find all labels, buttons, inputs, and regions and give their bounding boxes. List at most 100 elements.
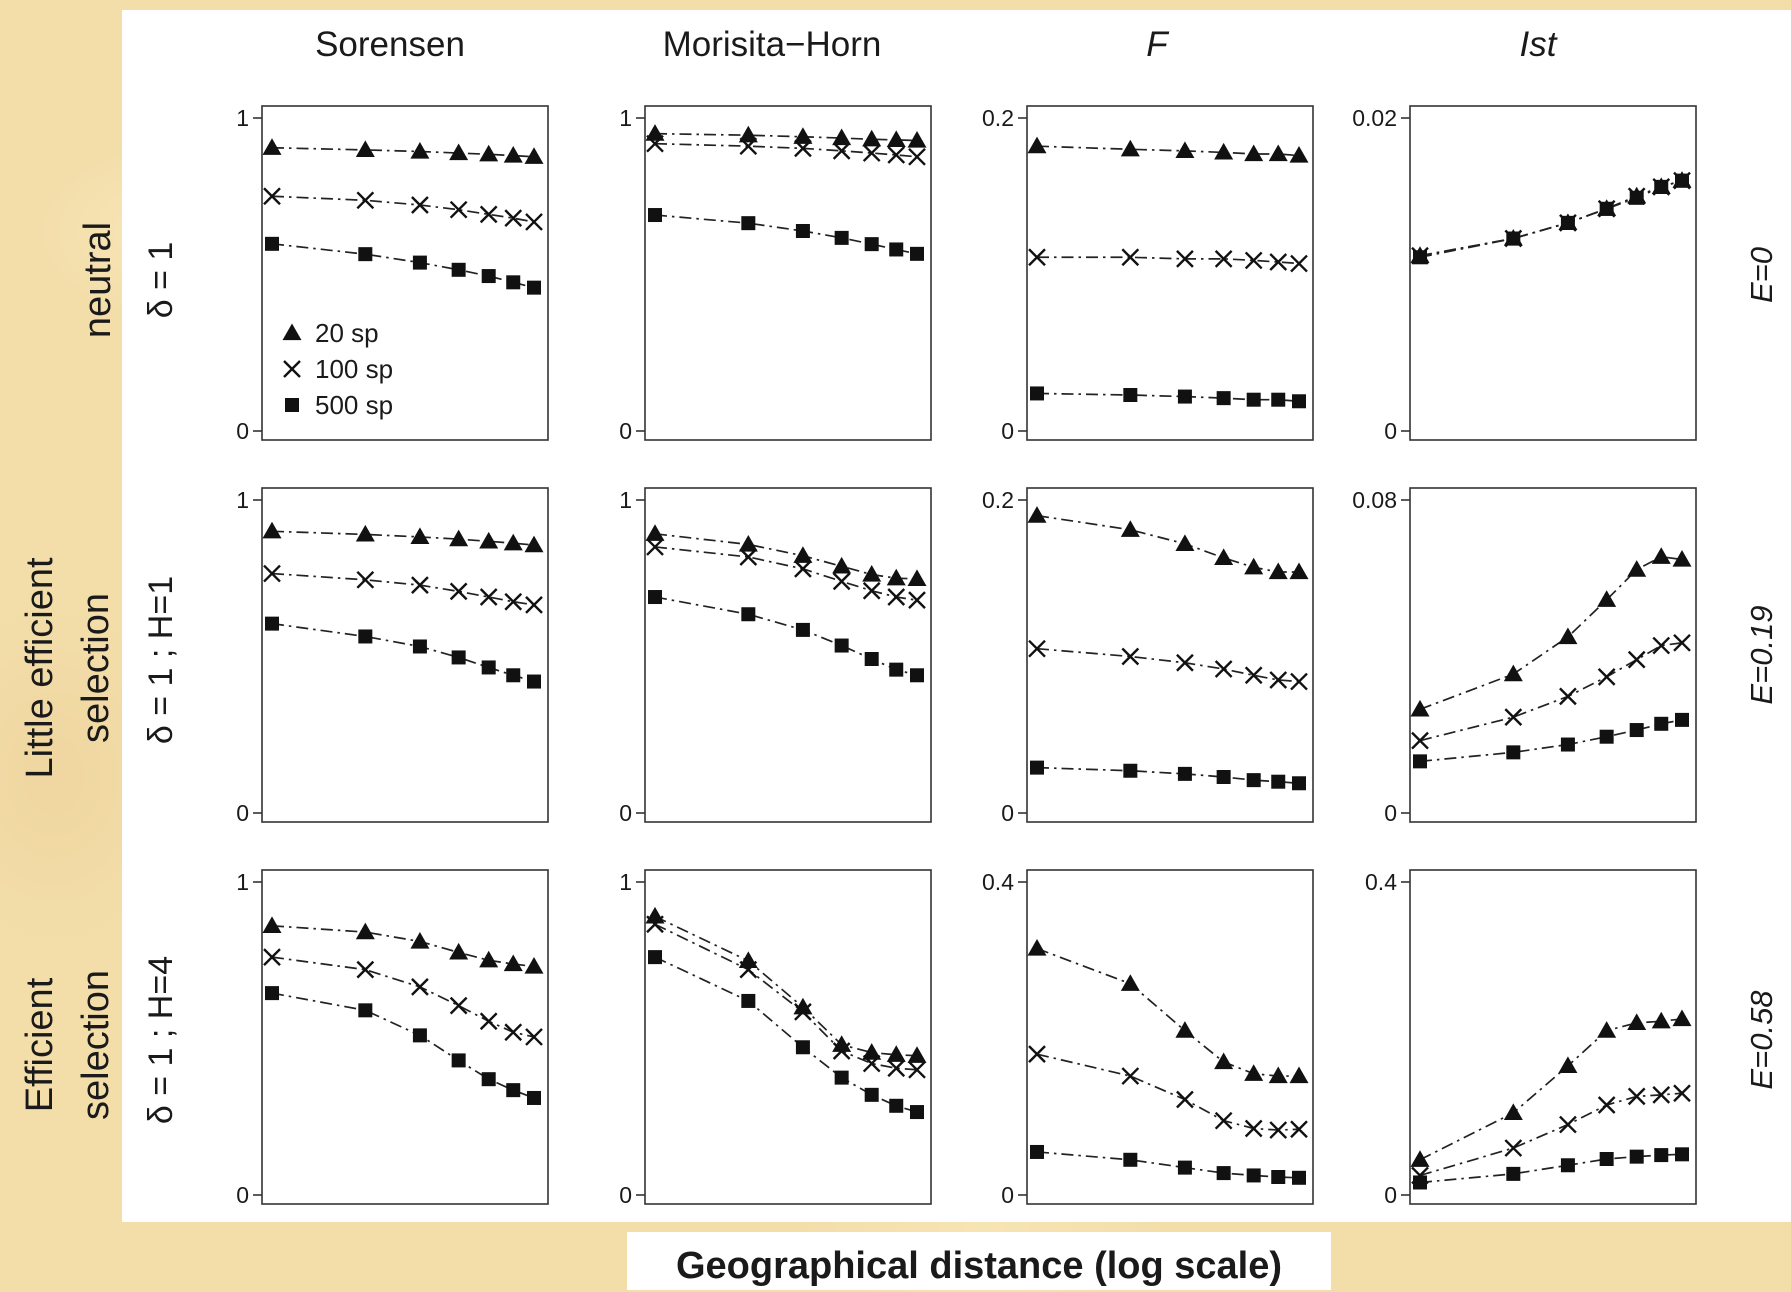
y-tick-label: 0 [1384, 1182, 1397, 1208]
point-100sp [1028, 639, 1046, 658]
point-100sp [504, 592, 523, 611]
point-100sp [794, 1003, 812, 1021]
point-500sp [648, 208, 662, 223]
point-500sp [506, 1083, 521, 1098]
point-100sp [263, 564, 281, 583]
point-500sp [358, 1003, 373, 1018]
legend: 20 sp 100 sp 500 sp [282, 318, 393, 420]
point-100sp [525, 1028, 543, 1046]
row-label-efficient-line1: Efficient [19, 977, 61, 1112]
point-100sp [1244, 251, 1263, 270]
point-500sp [1675, 712, 1689, 727]
point-500sp [741, 993, 756, 1008]
point-20sp [1120, 139, 1140, 157]
point-100sp [1214, 660, 1233, 678]
figure-background [122, 10, 1791, 1222]
point-500sp [481, 1072, 496, 1087]
column-title-f: F [1146, 25, 1170, 64]
point-500sp [910, 668, 924, 683]
series-line-100sp [1036, 1053, 1300, 1131]
panel-r0-c1: 10 [619, 105, 932, 444]
panel-frame [261, 487, 549, 823]
column-title-sorensen: Sorensen [315, 25, 465, 64]
panel-frame [1026, 105, 1314, 441]
point-100sp [1597, 1096, 1616, 1114]
legend-marker-20sp [282, 323, 302, 341]
point-20sp [410, 527, 430, 545]
row-param-neutral: δ = 1 [142, 242, 180, 319]
point-100sp [1269, 671, 1288, 689]
legend-label-500sp: 500 sp [315, 390, 393, 420]
point-500sp [648, 950, 662, 965]
point-500sp [889, 1098, 904, 1113]
point-20sp [503, 954, 523, 972]
point-500sp [1413, 1175, 1427, 1190]
y-tick-label: 1 [236, 869, 249, 895]
point-20sp [479, 144, 499, 162]
y-tick-label: 0 [1384, 800, 1397, 826]
series-line-100sp [271, 572, 535, 606]
y-tick-label: 1 [619, 869, 632, 895]
row-param-efficient: δ = 1 ; H=4 [142, 956, 180, 1124]
series-line-20sp [654, 532, 918, 580]
panel-frame [644, 105, 932, 441]
series-line-100sp [271, 956, 535, 1038]
panel-r2-c0: 10 [236, 869, 549, 1208]
row-param-little-efficient: δ = 1 ; H=1 [142, 576, 180, 744]
point-100sp [411, 978, 429, 996]
point-20sp [907, 1046, 927, 1063]
point-500sp [451, 1053, 466, 1068]
point-20sp [1175, 1021, 1195, 1038]
point-20sp [738, 125, 758, 143]
point-100sp [263, 948, 281, 966]
point-20sp [1289, 1066, 1309, 1084]
point-500sp [527, 674, 541, 689]
point-100sp [1504, 708, 1523, 726]
panel-frame [644, 869, 932, 1205]
point-500sp [1629, 723, 1644, 738]
point-100sp [263, 187, 281, 206]
point-500sp [1654, 1148, 1669, 1163]
point-500sp [1560, 1158, 1575, 1173]
point-20sp [1175, 534, 1195, 551]
panel-r1-c0: 10 [236, 487, 549, 826]
point-20sp [355, 922, 375, 940]
point-100sp [1121, 1067, 1140, 1085]
point-20sp [1244, 557, 1264, 575]
point-500sp [1599, 1152, 1614, 1167]
y-tick-label: 0 [236, 800, 249, 826]
point-100sp [504, 1023, 523, 1042]
point-20sp [886, 568, 906, 586]
panel-r2-c2: 0.40 [982, 869, 1314, 1208]
point-100sp [1028, 1045, 1046, 1063]
point-100sp [1121, 248, 1140, 267]
point-500sp [1506, 231, 1521, 246]
point-20sp [1289, 146, 1309, 163]
point-100sp [1627, 650, 1646, 669]
point-20sp [738, 534, 758, 552]
series-line-20sp [271, 924, 535, 968]
point-100sp [1028, 248, 1046, 267]
y-tick-label: 0.2 [982, 105, 1014, 131]
point-20sp [410, 931, 430, 949]
e-label-neutral: E=0 [1744, 247, 1779, 303]
point-500sp [1654, 716, 1669, 731]
point-100sp [1290, 672, 1308, 691]
x-axis-title-background [627, 1232, 1331, 1290]
point-500sp [795, 622, 810, 637]
point-100sp [887, 1059, 906, 1078]
point-100sp [1597, 667, 1616, 686]
point-500sp [1123, 388, 1138, 403]
series-line-100sp [654, 546, 918, 602]
point-20sp [524, 957, 544, 974]
point-100sp [794, 560, 812, 578]
series-line-100sp [654, 923, 918, 1071]
point-500sp [795, 1040, 810, 1055]
y-tick-label: 0 [236, 418, 249, 444]
point-100sp [504, 209, 523, 228]
panel-frame [1026, 869, 1314, 1205]
point-100sp [449, 582, 468, 601]
panel-r0-c0: 10 [236, 105, 549, 444]
point-20sp [1289, 562, 1309, 580]
point-100sp [1290, 254, 1308, 273]
